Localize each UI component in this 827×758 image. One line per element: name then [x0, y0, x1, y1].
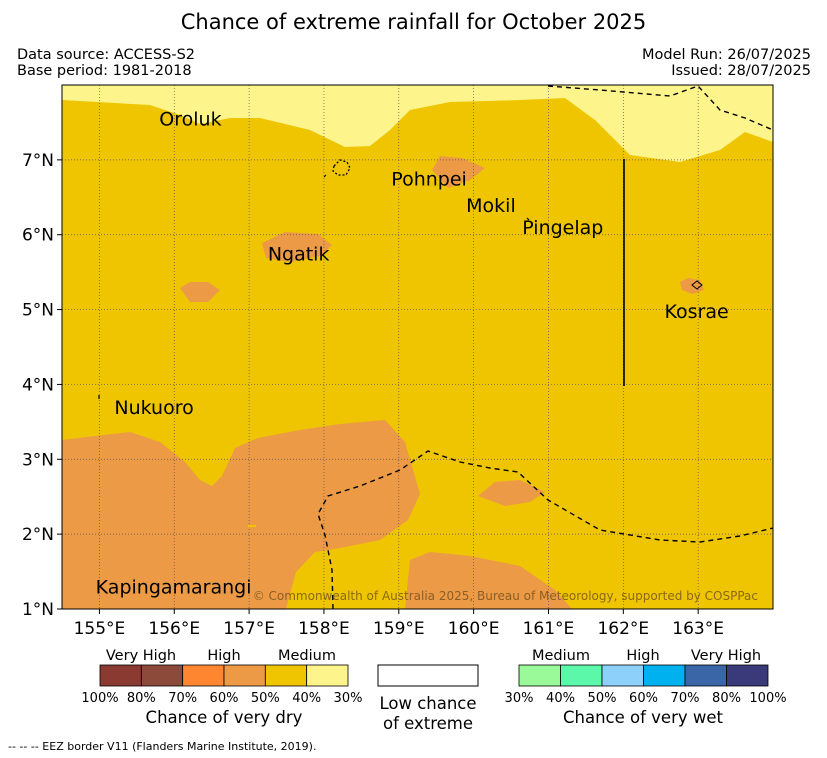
- place-label-oroluk: Oroluk: [159, 109, 221, 131]
- place-labels: Oroluk Pohnpei Mokil Pingelap Ngatik Kosrae Nu…: [96, 109, 729, 599]
- pingelap-marker: [526, 217, 530, 221]
- legend-percent-label: 50%: [588, 691, 617, 706]
- lon-tick-label: 159°E: [373, 619, 425, 639]
- longitude-ticks: 155°E 156°E 157°E 158°E 159°E 160°E 161°E 162°E…: [74, 609, 724, 639]
- lat-tick-label: 2°N: [22, 525, 54, 545]
- legend-swatch: [182, 664, 225, 687]
- legend-swatch: [726, 664, 769, 687]
- legend-dry-percentages: 100% 80% 70% 60% 50% 40% 30%: [81, 691, 362, 706]
- lat-tick-label: 6°N: [22, 226, 54, 246]
- legend-percent-label: 40%: [546, 691, 575, 706]
- base-period: Base period: 1981-2018: [17, 63, 192, 79]
- lat-tick-label: 1°N: [22, 600, 54, 620]
- place-label-kosrae: Kosrae: [664, 301, 728, 323]
- legend-percent-label: 50%: [251, 691, 280, 706]
- pohnpei-west-marker: [323, 174, 327, 178]
- map-plot-area: © Commonwealth of Australia 2025, Bureau…: [62, 85, 773, 609]
- legend-wet: Medium High Very High 30% 40% 50% 60% 70% 80%…: [505, 648, 787, 727]
- high-dry-region-south: [62, 420, 420, 609]
- legend-dry-title: Chance of very dry: [146, 708, 303, 727]
- legend-percent-label: 70%: [671, 691, 700, 706]
- eez-border-south: [317, 450, 773, 609]
- legend-wet-medium: Medium: [532, 648, 590, 664]
- legend-swatch: [643, 664, 686, 687]
- place-label-pingelap: Pingelap: [522, 217, 603, 239]
- legend-wet-high: High: [626, 648, 659, 664]
- legend-swatch: [306, 664, 349, 687]
- eez-border-north: [547, 85, 773, 131]
- eez-footnote: -- -- -- EEZ border V11 (Flanders Marine…: [8, 740, 317, 753]
- legend-swatch: [684, 664, 727, 687]
- legend-percent-label: 60%: [629, 691, 658, 706]
- legend-swatch: [601, 664, 644, 687]
- legend-percent-label: 100%: [81, 691, 118, 706]
- high-dry-region-south-east: [405, 552, 572, 609]
- legend-low: Low chance of extreme: [377, 664, 479, 733]
- legend-wet-swatches: [518, 664, 769, 687]
- legend-percent-label: 30%: [334, 691, 363, 706]
- legend-swatch: [99, 664, 142, 687]
- legend-dry-very-high: Very High: [106, 648, 176, 664]
- legend-wet-very-high: Very High: [691, 648, 761, 664]
- legend-wet-percentages: 30% 40% 50% 60% 70% 80% 100%: [505, 691, 787, 706]
- high-dry-patch-ngatik: [262, 232, 332, 262]
- kosrae-island-outline: [691, 280, 703, 290]
- lon-tick-label: 160°E: [448, 619, 500, 639]
- high-dry-patch-pohnpei: [432, 156, 485, 188]
- legend-swatch: [518, 664, 561, 687]
- map-copyright: © Commonwealth of Australia 2025, Bureau…: [253, 589, 758, 603]
- place-label-ngatik: Ngatik: [268, 243, 330, 265]
- legend-dry-high: High: [207, 648, 240, 664]
- legend-percent-label: 70%: [168, 691, 197, 706]
- place-label-pohnpei: Pohnpei: [391, 169, 467, 191]
- legend-dry-medium: Medium: [278, 648, 336, 664]
- islands: [98, 159, 703, 527]
- high-dry-patch-west: [180, 282, 220, 302]
- low-medium-dry-region-north: [62, 85, 773, 162]
- place-label-nukuoro: Nukuoro: [114, 397, 193, 419]
- lon-tick-label: 163°E: [672, 619, 724, 639]
- legend-low-title-2: of extreme: [383, 714, 473, 733]
- legend-swatch: [140, 664, 184, 687]
- legend-swatch: [223, 664, 266, 687]
- metadata-left: Data source: ACCESS-S2 Base period: 1981…: [17, 47, 195, 79]
- lon-tick-label: 156°E: [148, 619, 200, 639]
- place-label-mokil: Mokil: [466, 195, 516, 217]
- page-title: Chance of extreme rainfall for October 2…: [180, 10, 647, 34]
- latitude-ticks: 7°N 6°N 5°N 4°N 3°N 2°N 1°N: [22, 151, 62, 620]
- legend-percent-label: 80%: [712, 691, 741, 706]
- lon-tick-label: 155°E: [74, 619, 126, 639]
- lat-tick-label: 7°N: [22, 151, 54, 171]
- metadata-right: Model Run: 26/07/2025 Issued: 28/07/2025: [642, 47, 811, 79]
- legend-percent-label: 100%: [749, 691, 786, 706]
- legend-percent-label: 80%: [127, 691, 156, 706]
- eez-borders: [317, 85, 773, 609]
- lon-tick-label: 161°E: [523, 619, 575, 639]
- lat-tick-label: 4°N: [22, 375, 54, 395]
- data-source: Data source: ACCESS-S2: [17, 47, 196, 63]
- issued-date: Issued: 28/07/2025: [671, 63, 811, 79]
- model-run: Model Run: 26/07/2025: [641, 47, 811, 63]
- place-label-kapingamarangi: Kapingamarangi: [96, 577, 252, 599]
- lat-tick-label: 5°N: [22, 301, 54, 321]
- legend-swatch: [264, 664, 308, 687]
- lon-tick-label: 157°E: [223, 619, 275, 639]
- legend-swatch: [560, 664, 603, 687]
- map-frame: [61, 84, 774, 610]
- lat-tick-label: 3°N: [22, 450, 54, 470]
- legend-percent-label: 60%: [210, 691, 239, 706]
- legend-percent-label: 40%: [292, 691, 321, 706]
- legend-wet-title: Chance of very wet: [563, 708, 724, 727]
- legend-low-title-1: Low chance: [379, 694, 476, 713]
- pohnpei-island-outline: [332, 159, 351, 176]
- lon-tick-label: 158°E: [298, 619, 350, 639]
- legend-dry-swatches: [99, 664, 349, 687]
- legend-percent-label: 30%: [505, 691, 534, 706]
- legend-low-swatch: [377, 664, 479, 687]
- legend-dry: Very High High Medium 100% 80% 70% 60% 50% 40…: [81, 648, 362, 727]
- high-dry-patch-east: [478, 480, 545, 506]
- lon-tick-label: 162°E: [597, 619, 649, 639]
